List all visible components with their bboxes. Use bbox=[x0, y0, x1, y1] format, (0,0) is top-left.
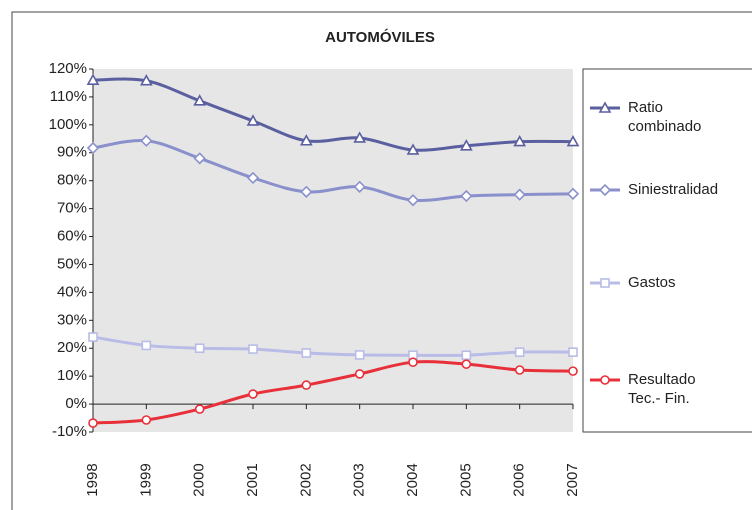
data-point bbox=[461, 359, 472, 369]
y-tick-label: 120% bbox=[49, 60, 87, 77]
data-point bbox=[566, 134, 580, 147]
series-line bbox=[92, 139, 574, 203]
data-point bbox=[248, 344, 258, 354]
frame bbox=[11, 11, 752, 510]
data-point bbox=[248, 389, 258, 399]
x-tick-label: 2007 bbox=[564, 463, 581, 496]
data-point bbox=[461, 350, 472, 361]
data-point bbox=[460, 189, 473, 203]
data-point bbox=[353, 180, 366, 193]
series-line bbox=[92, 77, 574, 152]
y-tick-label: 50% bbox=[57, 255, 87, 272]
y-tick-label: -10% bbox=[52, 423, 87, 440]
y-tick-label: 70% bbox=[57, 200, 87, 217]
data-point bbox=[408, 357, 418, 367]
data-point bbox=[568, 347, 578, 357]
y-tick-label: 100% bbox=[49, 116, 87, 133]
data-point bbox=[141, 340, 152, 351]
data-point bbox=[568, 366, 578, 376]
y-tick-label: 110% bbox=[50, 88, 87, 105]
legend-label: Gastos bbox=[628, 274, 676, 291]
chart-title: AUTOMÓVILES bbox=[325, 28, 435, 46]
x-tick-label: 2000 bbox=[191, 463, 208, 496]
data-point bbox=[354, 350, 365, 360]
y-tick-label: 20% bbox=[57, 339, 87, 356]
legend-marker bbox=[600, 278, 610, 288]
y-tick-label: 30% bbox=[57, 311, 87, 328]
data-point bbox=[193, 152, 206, 165]
legend-label: Siniestralidad bbox=[628, 181, 719, 198]
data-point bbox=[514, 347, 525, 357]
data-point bbox=[301, 348, 312, 358]
data-point bbox=[353, 131, 367, 143]
data-point bbox=[406, 143, 420, 155]
y-tick-label: 60% bbox=[57, 228, 87, 245]
x-tick-label: 2002 bbox=[297, 463, 314, 496]
data-point bbox=[406, 194, 420, 207]
y-tick-label: 40% bbox=[57, 283, 87, 300]
y-tick-label: 90% bbox=[57, 144, 87, 161]
x-tick-label: 2003 bbox=[351, 463, 368, 496]
series-line bbox=[92, 335, 574, 357]
data-point bbox=[299, 134, 313, 146]
data-point bbox=[88, 418, 98, 428]
data-point bbox=[246, 171, 260, 185]
data-point bbox=[513, 134, 527, 147]
legend-box bbox=[582, 68, 752, 433]
legend-label: Resultado Tec.- Fin. bbox=[628, 371, 696, 407]
x-tick-label: 1998 bbox=[84, 463, 101, 496]
x-tick-label: 2001 bbox=[244, 463, 261, 496]
data-point bbox=[141, 415, 152, 425]
y-tick-label: 80% bbox=[57, 172, 87, 189]
data-point bbox=[300, 185, 313, 198]
y-tick-label: 10% bbox=[57, 367, 87, 384]
data-point bbox=[459, 139, 473, 151]
x-tick-label: 2006 bbox=[511, 463, 528, 496]
data-point bbox=[301, 380, 312, 390]
data-point bbox=[86, 141, 100, 155]
data-point bbox=[354, 369, 365, 379]
x-tick-label: 1999 bbox=[137, 463, 154, 496]
data-point bbox=[139, 74, 153, 86]
legend-marker bbox=[598, 183, 612, 197]
x-tick-label: 2004 bbox=[404, 463, 421, 496]
data-point bbox=[514, 365, 525, 375]
data-point bbox=[140, 134, 153, 147]
legend-marker bbox=[600, 375, 610, 385]
data-point bbox=[88, 332, 98, 342]
data-point bbox=[246, 114, 260, 126]
plot-area bbox=[93, 69, 573, 432]
y-tick-label: 0% bbox=[65, 395, 87, 412]
data-point bbox=[193, 94, 207, 106]
data-point bbox=[194, 404, 205, 414]
data-point bbox=[566, 187, 580, 200]
series-line bbox=[92, 360, 574, 425]
data-point bbox=[86, 73, 100, 85]
x-tick-label: 2005 bbox=[457, 463, 474, 496]
data-point bbox=[513, 188, 526, 201]
legend-label: Ratio combinado bbox=[628, 99, 702, 135]
data-point bbox=[194, 343, 205, 354]
legend-marker bbox=[598, 101, 612, 113]
